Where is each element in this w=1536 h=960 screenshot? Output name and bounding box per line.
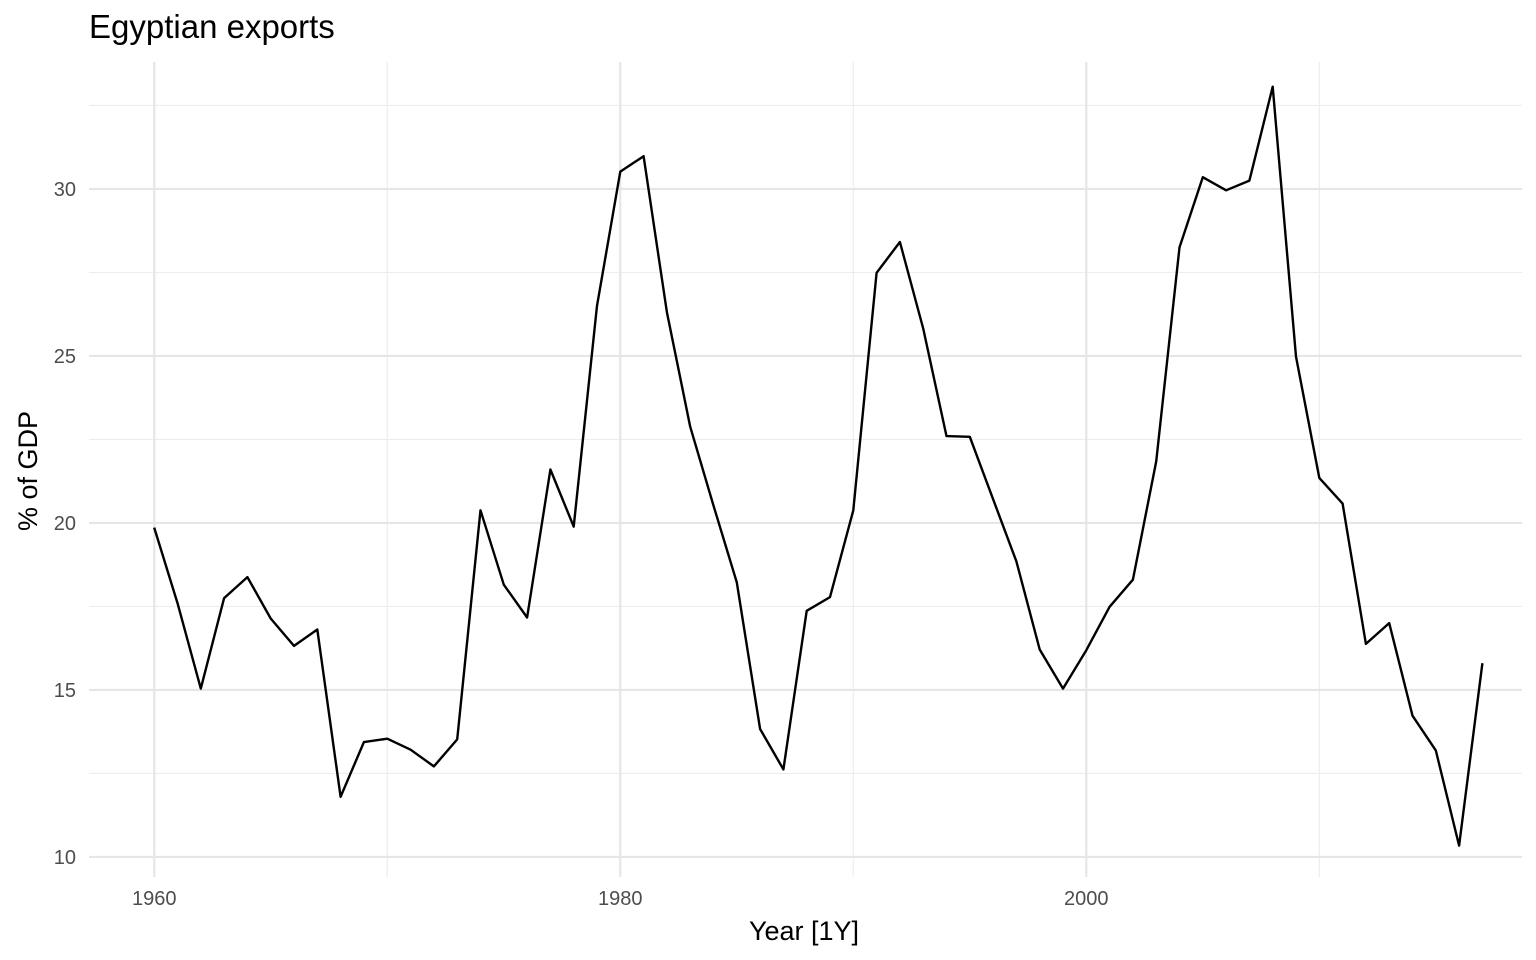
x-axis-title: Year [1Y] [749,916,859,946]
x-tick-label: 1980 [598,888,643,910]
y-tick-label: 10 [54,847,76,869]
y-tick-label: 15 [54,680,76,702]
x-axis-ticks: 1960 1980 2000 [132,888,1109,910]
y-axis-ticks: 10 15 20 25 30 [54,179,76,869]
minor-gridlines [89,62,1522,877]
x-tick-label: 1960 [132,888,177,910]
chart-title: Egyptian exports [89,8,335,45]
y-tick-label: 30 [54,179,76,201]
y-tick-label: 25 [54,346,76,368]
y-axis-title: % of GDP [13,411,43,531]
y-tick-label: 20 [54,513,76,535]
x-tick-label: 2000 [1064,888,1109,910]
major-gridlines [89,62,1522,877]
series-line [153,85,1484,847]
